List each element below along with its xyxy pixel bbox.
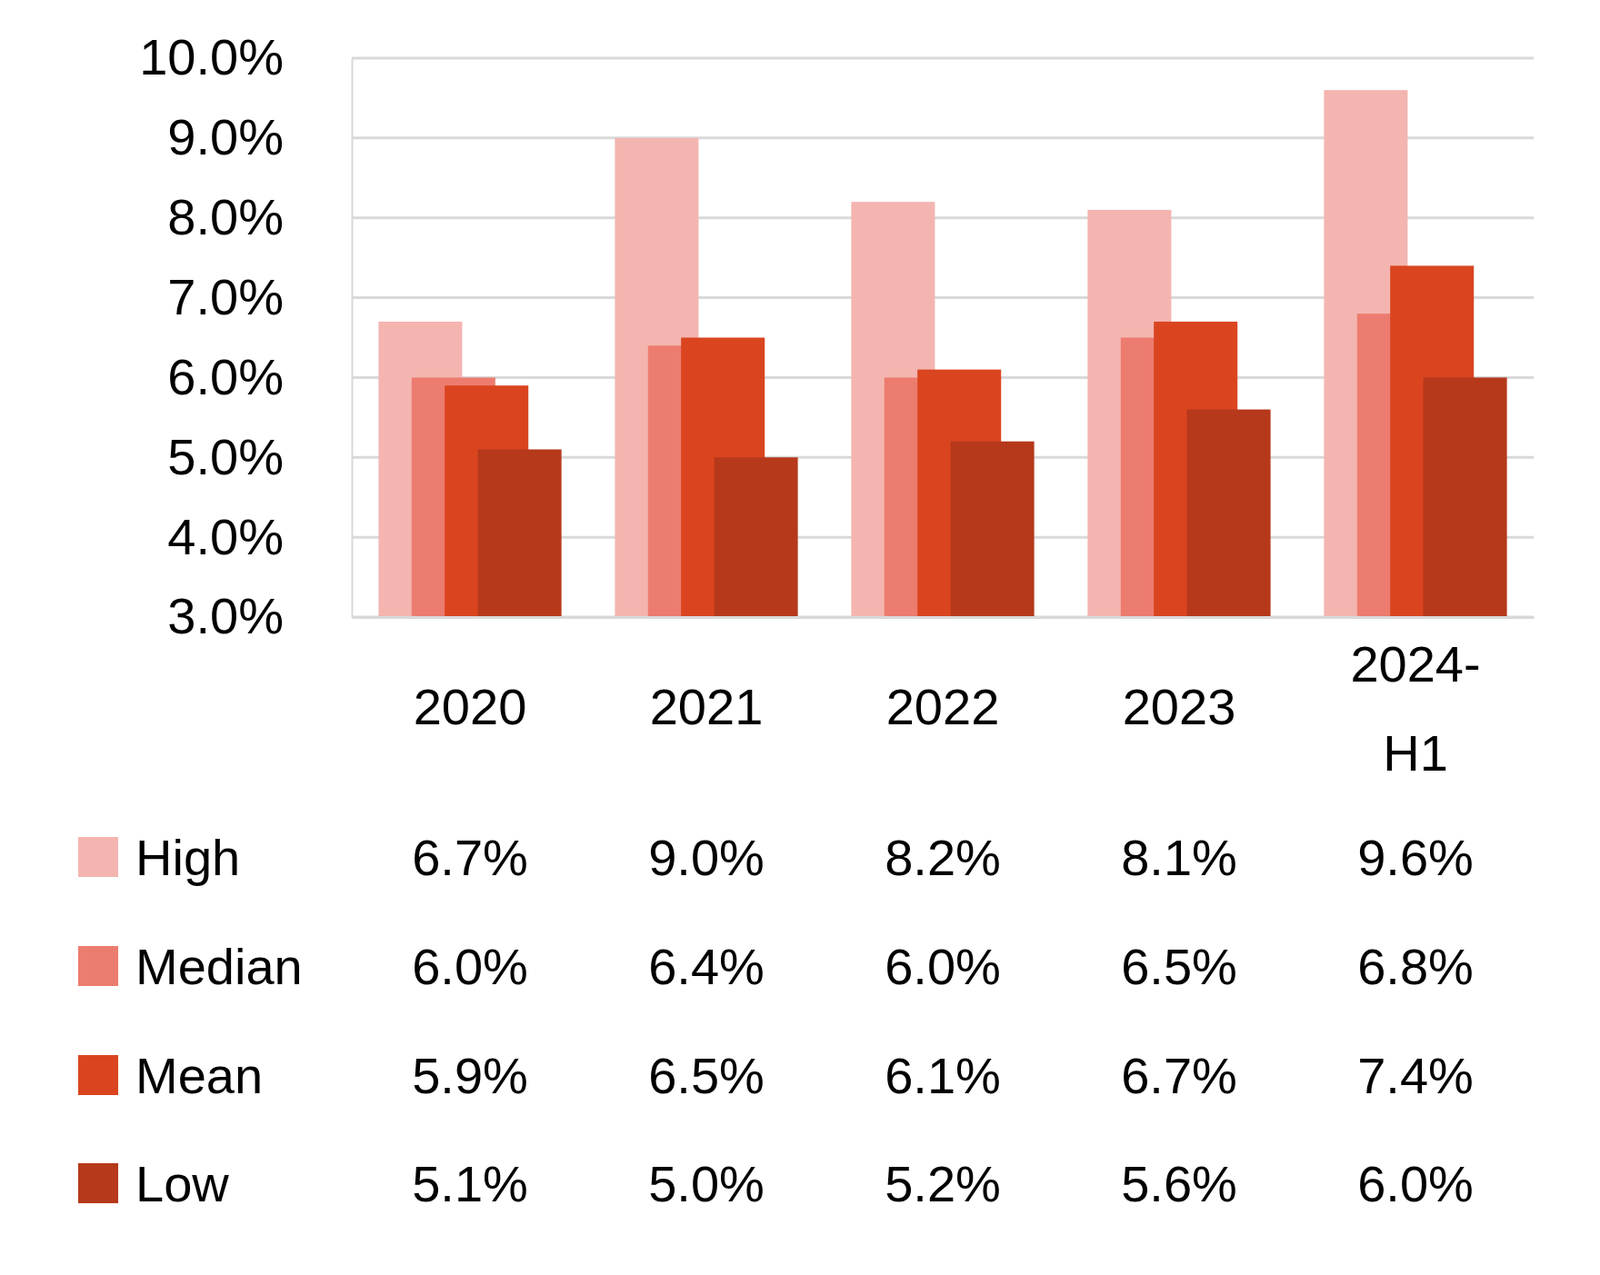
legend-swatch bbox=[78, 1055, 119, 1096]
bars bbox=[378, 90, 1507, 618]
series-bars bbox=[411, 313, 1441, 618]
y-tick: 10.0% bbox=[139, 28, 352, 86]
data-label: 9.6% bbox=[1357, 829, 1474, 887]
x-axis-line bbox=[352, 616, 1535, 620]
y-tick-label: 9.0% bbox=[167, 108, 284, 166]
y-tick-label: 7.0% bbox=[167, 268, 284, 326]
y-tick: 3.0% bbox=[167, 587, 352, 645]
legend-label: High bbox=[135, 829, 240, 887]
data-label: 9.0% bbox=[648, 829, 765, 887]
legend-swatch bbox=[78, 946, 119, 987]
data-label: 8.2% bbox=[884, 829, 1001, 887]
y-tick: 6.0% bbox=[167, 348, 352, 406]
data-label: 6.7% bbox=[1120, 1047, 1238, 1105]
x-axis: 2020 2021 2022 2023 2024-H1 bbox=[352, 617, 1535, 782]
data-label: 5.2% bbox=[884, 1155, 1001, 1213]
data-label: 6.5% bbox=[648, 1047, 765, 1105]
legend-label: Median bbox=[135, 938, 303, 996]
y-tick-label: 10.0% bbox=[139, 28, 284, 86]
x-tick: 2023 bbox=[1122, 617, 1237, 736]
x-tick-label: 2022 bbox=[886, 678, 1000, 736]
bar bbox=[950, 441, 1035, 618]
y-tick: 5.0% bbox=[167, 428, 352, 486]
data-label: 5.9% bbox=[411, 1047, 529, 1105]
legend-label: Mean bbox=[135, 1047, 263, 1105]
series-bars bbox=[444, 265, 1474, 618]
series-bars bbox=[478, 377, 1508, 618]
y-tick-label: 6.0% bbox=[167, 348, 284, 406]
grid bbox=[351, 58, 1534, 618]
data-table: High 6.7% 9.0% 8.2% 8.1% 9.6% Median 6.0% 6.4% 6.… bbox=[78, 829, 1474, 1213]
bar bbox=[1423, 377, 1508, 618]
data-label: 5.1% bbox=[411, 1155, 529, 1213]
data-label: 6.5% bbox=[1120, 938, 1238, 996]
x-tick-label: 2023 bbox=[1122, 678, 1237, 736]
y-tick-label: 8.0% bbox=[167, 188, 284, 246]
series-bars bbox=[378, 90, 1408, 618]
y-tick-label: 4.0% bbox=[167, 508, 284, 566]
data-label: 6.4% bbox=[648, 938, 765, 996]
x-tick: 2021 bbox=[650, 617, 764, 736]
bar bbox=[714, 457, 799, 618]
data-label: 7.4% bbox=[1357, 1047, 1474, 1105]
x-tick-label: 2021 bbox=[650, 678, 764, 736]
grid-line bbox=[351, 57, 1534, 60]
data-label: 6.7% bbox=[411, 829, 529, 887]
data-label: 5.0% bbox=[648, 1155, 765, 1213]
legend-label: Low bbox=[135, 1155, 230, 1213]
data-label: 6.1% bbox=[884, 1047, 1001, 1105]
x-tick-label: 2024-H1 bbox=[1350, 635, 1480, 782]
x-tick-label: 2020 bbox=[413, 678, 528, 736]
y-tick-label: 3.0% bbox=[167, 587, 284, 645]
bar bbox=[478, 450, 562, 619]
x-tick: 2024-H1 bbox=[1350, 617, 1480, 782]
y-tick: 8.0% bbox=[167, 188, 352, 246]
data-label: 8.1% bbox=[1120, 829, 1238, 887]
y-axis: 3.0% 4.0% 5.0% 6.0% 7.0% 8.0% 9.0% 10.0% bbox=[139, 28, 352, 645]
data-label: 6.0% bbox=[411, 938, 529, 996]
chart: 3.0%4.0%5.0%6.0%7.0%8.0%9.0%10.0%2020202… bbox=[0, 0, 1600, 1275]
data-label: 6.0% bbox=[1357, 1155, 1474, 1213]
y-tick-label: 5.0% bbox=[167, 428, 284, 486]
y-tick: 4.0% bbox=[167, 508, 352, 566]
legend-swatch bbox=[78, 837, 119, 878]
data-label: 5.6% bbox=[1120, 1155, 1238, 1213]
x-tick: 2020 bbox=[413, 617, 528, 736]
bar bbox=[1187, 410, 1271, 618]
y-tick: 9.0% bbox=[167, 108, 352, 166]
data-label: 6.0% bbox=[884, 938, 1001, 996]
y-axis-line bbox=[351, 59, 354, 619]
data-label: 6.8% bbox=[1357, 938, 1474, 996]
legend-swatch bbox=[78, 1163, 119, 1204]
x-tick: 2022 bbox=[886, 617, 1000, 736]
y-tick: 7.0% bbox=[167, 268, 352, 326]
